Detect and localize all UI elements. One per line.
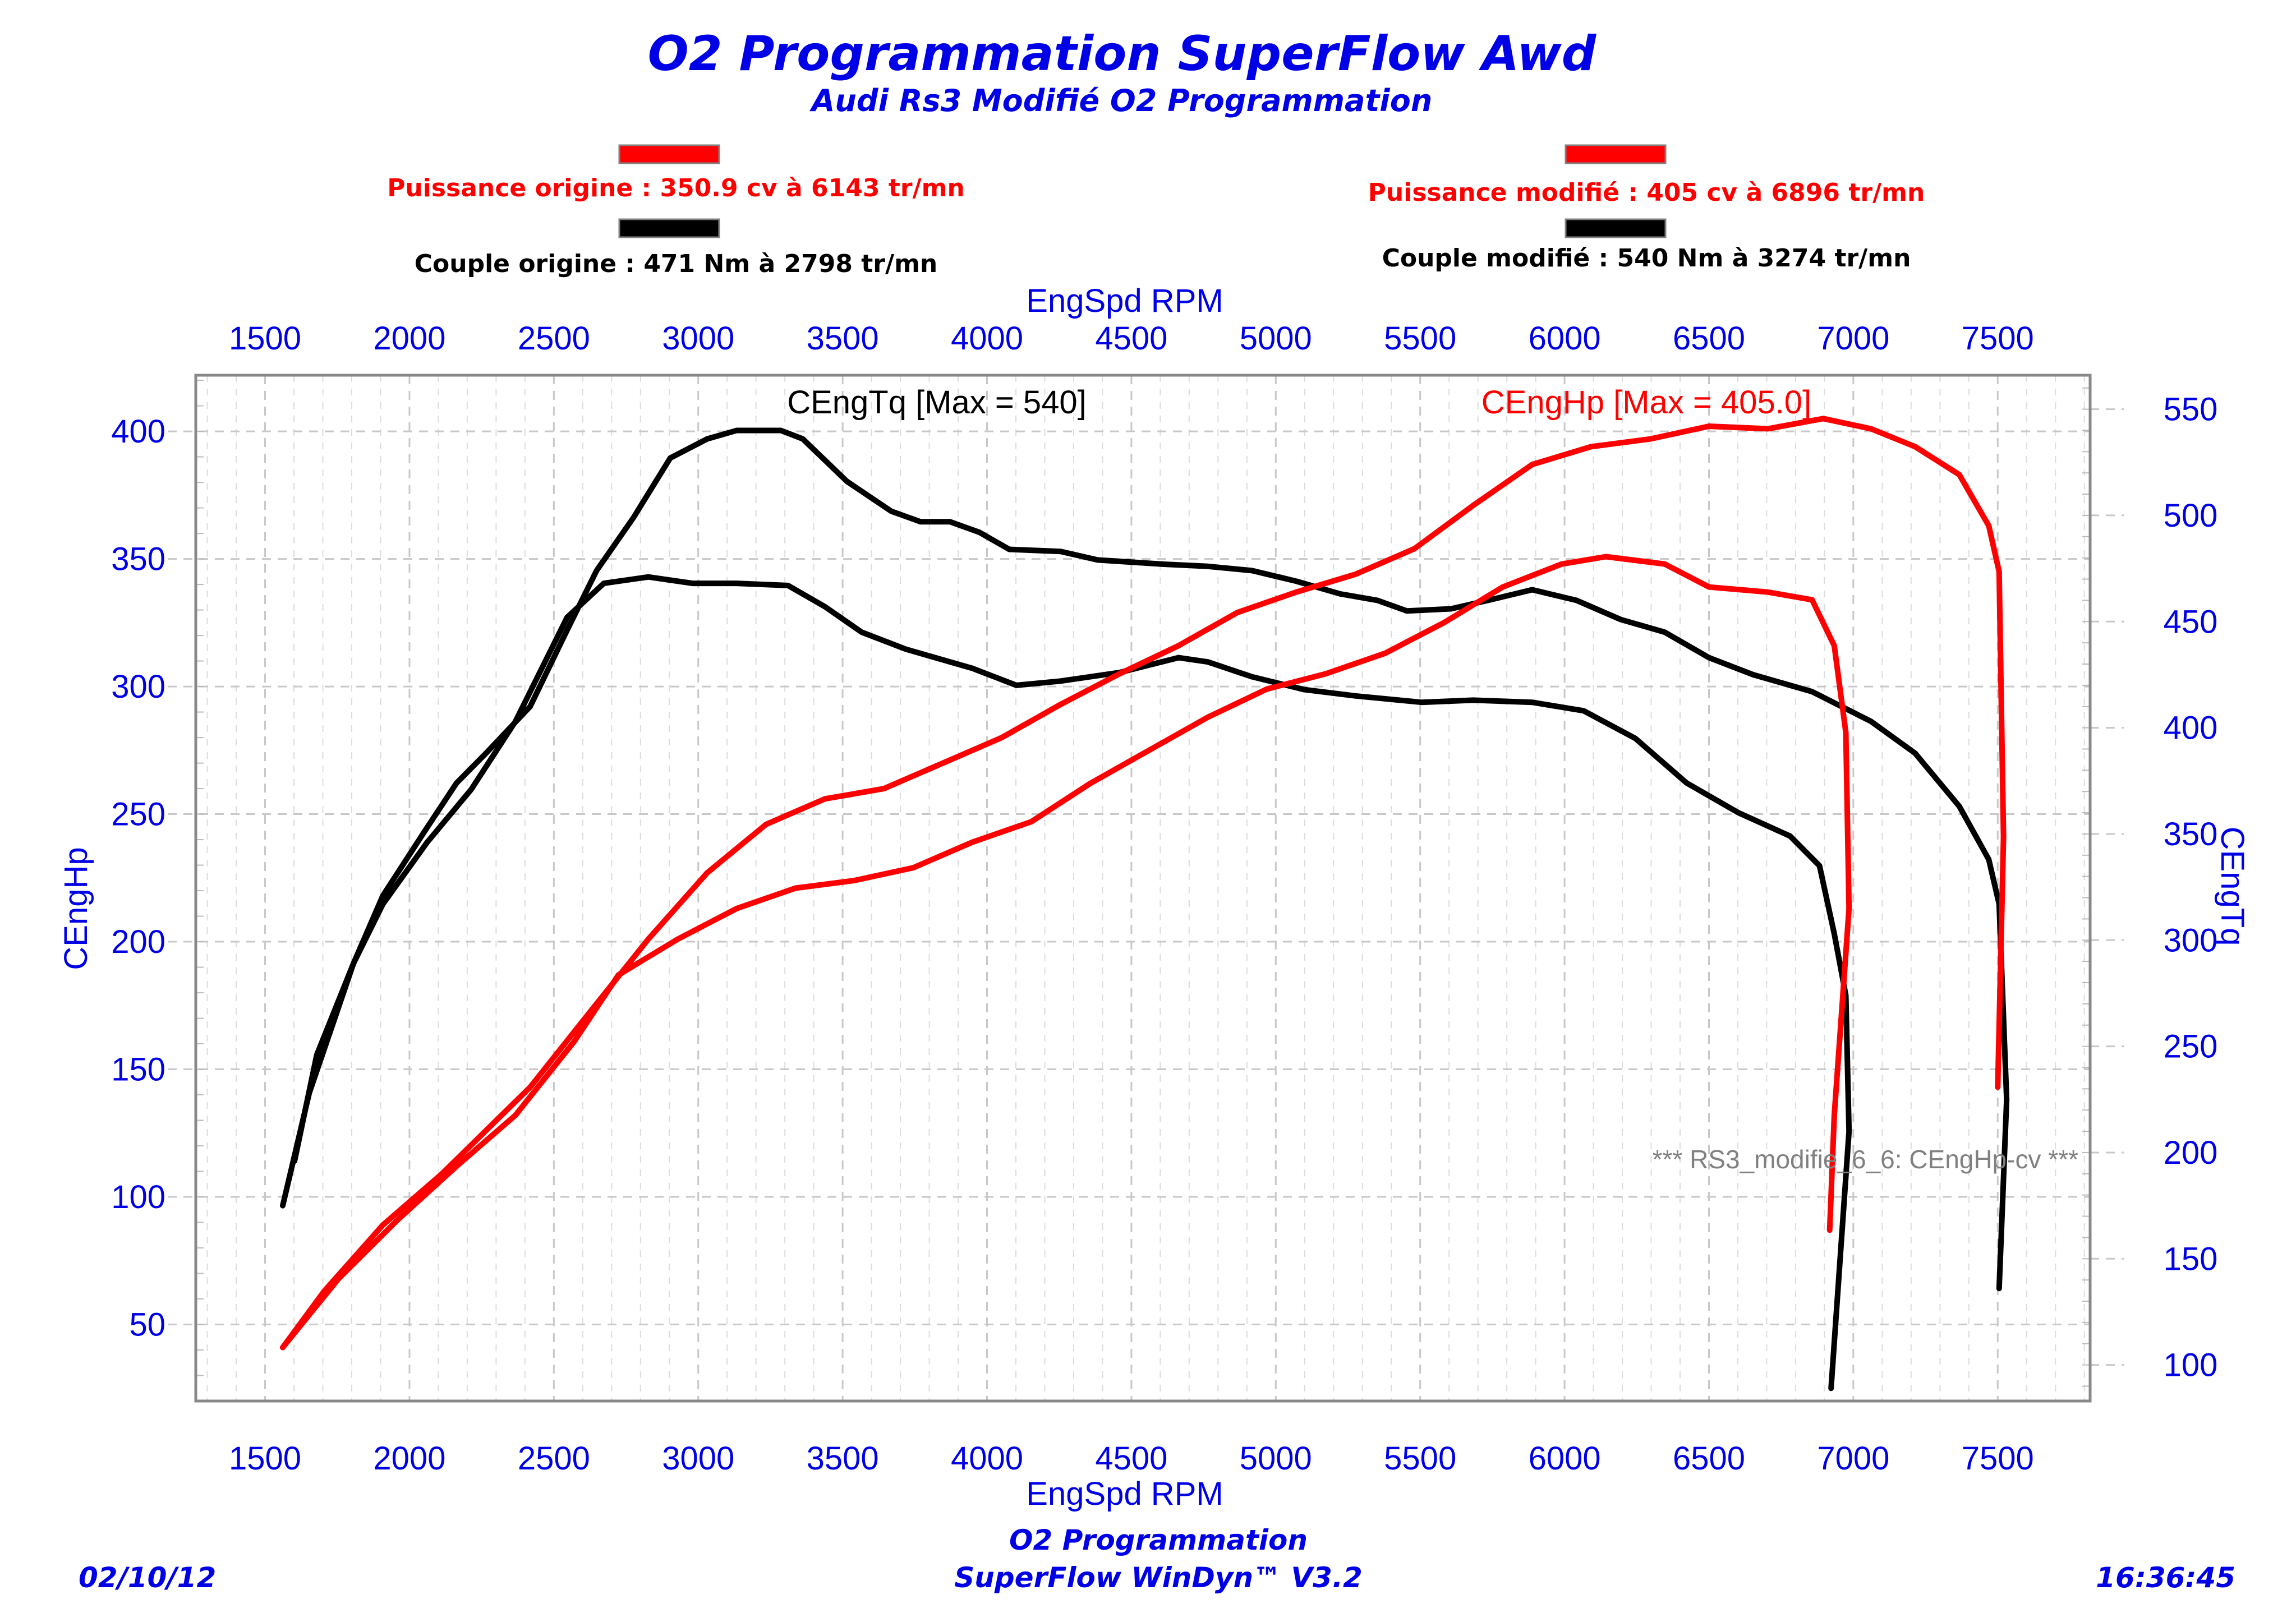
x-axis-title-bottom: EngSpd RPM	[1026, 1476, 1223, 1512]
x-tick-label-bottom: 6000	[1529, 1440, 1601, 1477]
footer-company: O2 Programmation	[1009, 1524, 1308, 1556]
legend-power-modifie: Puissance modifié : 405 cv à 6896 tr/mn	[1368, 178, 1925, 207]
legend-torque-origine: Couple origine : 471 Nm à 2798 tr/mn	[415, 250, 938, 278]
y-tick-label-left: 150	[111, 1052, 165, 1088]
legend-swatch-power-modifie	[1565, 144, 1667, 164]
x-tick-label-top: 2500	[518, 320, 590, 357]
y-tick-label-left: 350	[111, 541, 165, 578]
y-tick-label-right: 350	[2164, 816, 2218, 853]
x-tick-label-top: 4500	[1095, 320, 1167, 357]
legend-power-origine: Puissance origine : 350.9 cv à 6143 tr/m…	[387, 174, 965, 202]
tick-labels: 1500 1500 2000 2000 2500 2500 3000 3000 3500 3500…	[111, 320, 2217, 1477]
legend-swatch-torque-origine	[618, 218, 720, 238]
plot-frame	[194, 374, 2092, 1403]
series-line-2	[280, 416, 2007, 1351]
footer-time: 16:36:45	[2096, 1561, 2235, 1594]
y-tick-label-left: 300	[111, 669, 165, 705]
legend-swatch-power-origine	[618, 144, 720, 164]
y-tick-label-right: 100	[2164, 1347, 2218, 1384]
x-tick-label-bottom: 3000	[662, 1440, 734, 1477]
x-tick-label-top: 3500	[807, 320, 879, 357]
x-tick-label-top: 6500	[1673, 320, 1745, 357]
x-tick-label-top: 6000	[1529, 320, 1601, 357]
y-tick-label-right: 550	[2164, 391, 2218, 428]
y-tick-label-right: 300	[2164, 922, 2218, 959]
y-tick-label-left: 400	[111, 413, 165, 450]
y-tick-label-left: 200	[111, 924, 165, 960]
x-tick-label-top: 5000	[1240, 320, 1312, 357]
x-tick-label-bottom: 4000	[951, 1440, 1023, 1477]
x-tick-label-bottom: 1500	[229, 1440, 301, 1477]
series-label-torque: CEngTq [Max = 540]	[787, 384, 1087, 421]
x-tick-label-bottom: 7000	[1817, 1440, 1889, 1477]
y-tick-label-right: 500	[2164, 497, 2218, 534]
legend-torque-modifie: Couple modifié : 540 Nm à 3274 tr/mn	[1382, 244, 1911, 273]
y-tick-label-right: 150	[2164, 1241, 2218, 1277]
chart-subtitle: Audi Rs3 Modifié O2 Programmation	[809, 83, 1433, 118]
x-tick-label-bottom: 4500	[1095, 1440, 1167, 1477]
grid	[168, 375, 2124, 1401]
series-line-1	[280, 574, 1852, 1391]
footer-date: 02/10/12	[79, 1561, 216, 1594]
x-tick-label-top: 4000	[951, 320, 1023, 357]
x-tick-label-bottom: 3500	[807, 1440, 879, 1477]
data-annotation: *** RS3_modifie_6_6: CEngHp-cv ***	[1653, 1145, 2079, 1174]
x-tick-label-top: 7000	[1817, 320, 1889, 357]
y-tick-label-left: 100	[111, 1179, 165, 1215]
x-axis-title-top: EngSpd RPM	[1026, 283, 1223, 319]
legend-swatch-torque-modifie	[1565, 218, 1667, 238]
curves	[280, 416, 2010, 1391]
y-tick-label-right: 400	[2164, 710, 2218, 747]
x-tick-label-top: 2000	[373, 320, 445, 357]
x-tick-label-bottom: 7500	[1962, 1440, 2034, 1477]
y-tick-label-right: 250	[2164, 1029, 2218, 1065]
y-axis-title-left: CEngHp	[58, 847, 94, 970]
y-tick-label-right: 450	[2164, 603, 2218, 640]
x-tick-label-top: 5500	[1384, 320, 1456, 357]
x-tick-label-bottom: 6500	[1673, 1440, 1745, 1477]
series-line-3	[280, 554, 1852, 1351]
y-tick-label-left: 50	[129, 1307, 165, 1343]
series-line-0	[292, 427, 2010, 1292]
y-tick-label-right: 200	[2164, 1135, 2218, 1171]
y-axis-title-right: CEngTq	[2214, 827, 2251, 946]
x-tick-label-bottom: 5000	[1240, 1440, 1312, 1477]
x-tick-label-bottom: 5500	[1384, 1440, 1456, 1477]
x-tick-label-bottom: 2500	[518, 1440, 590, 1477]
x-tick-label-top: 7500	[1962, 320, 2034, 357]
footer-software: SuperFlow WinDyn™ V3.2	[954, 1561, 1362, 1594]
chart-title: O2 Programmation SuperFlow Awd	[648, 26, 1597, 82]
series-label-power: CEngHp [Max = 405.0]	[1481, 384, 1811, 421]
x-tick-label-top: 1500	[229, 320, 301, 357]
y-tick-label-left: 250	[111, 796, 165, 833]
x-tick-label-top: 3000	[662, 320, 734, 357]
x-tick-label-bottom: 2000	[373, 1440, 445, 1477]
